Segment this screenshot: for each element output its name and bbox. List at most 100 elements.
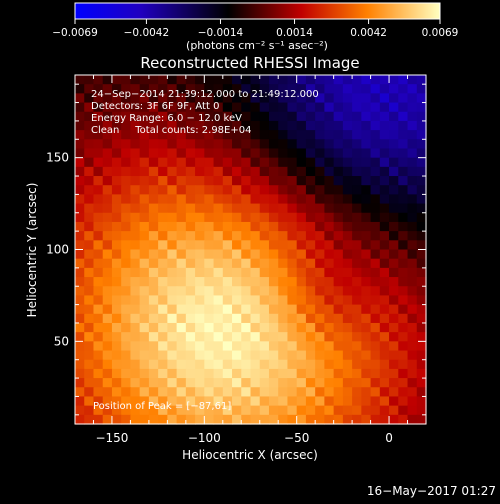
heatmap-cell (407, 203, 418, 214)
heatmap-cell (75, 368, 85, 379)
heatmap-cell (167, 221, 178, 232)
heatmap-cell (287, 231, 298, 241)
heatmap-cell (139, 313, 150, 324)
heatmap-cell (148, 166, 159, 177)
heatmap-cell (259, 405, 270, 416)
heatmap-cell (259, 359, 270, 370)
heatmap-cell (75, 111, 85, 122)
heatmap-cell (195, 120, 205, 131)
heatmap-cell (93, 359, 104, 370)
heatmap-cell (305, 295, 316, 306)
heatmap-cell (75, 396, 85, 407)
heatmap-cell (278, 194, 289, 205)
heatmap-cell (222, 203, 233, 214)
heatmap-cell (416, 258, 427, 269)
heatmap-cell (130, 341, 141, 352)
heatmap-cell (352, 387, 362, 398)
heatmap-cell (315, 405, 325, 416)
heatmap-cell (333, 267, 344, 278)
heatmap-cell (102, 313, 113, 324)
heatmap-cell (139, 240, 150, 251)
heatmap-cell (84, 350, 95, 361)
heatmap-cell (352, 166, 362, 177)
heatmap-cell (287, 75, 298, 85)
heatmap-cell (370, 203, 381, 214)
heatmap-cell (324, 75, 335, 85)
heatmap-cell (268, 341, 279, 352)
heatmap-cell (195, 148, 205, 159)
heatmap-cell (222, 93, 233, 104)
heatmap-cell (148, 350, 159, 361)
heatmap-cell (416, 249, 427, 260)
heatmap-cell (130, 75, 141, 85)
heatmap-cell (250, 249, 261, 260)
heatmap-cell (296, 166, 307, 177)
heatmap-cell (361, 341, 372, 352)
heatmap-cell (333, 157, 344, 168)
heatmap-cell (111, 93, 122, 104)
heatmap-cell (111, 194, 122, 205)
heatmap-cell (315, 350, 325, 361)
heatmap-cell (296, 240, 307, 251)
heatmap-cell (241, 267, 252, 278)
heatmap-cell (250, 313, 261, 324)
heatmap-cell (305, 185, 316, 195)
heatmap-cell (389, 212, 399, 223)
heatmap-cell (287, 166, 298, 177)
heatmap-cell (259, 332, 270, 342)
heatmap-cell (139, 304, 150, 315)
heatmap-cell (195, 258, 205, 269)
heatmap-cell (342, 75, 353, 85)
heatmap-cell (139, 249, 150, 260)
heatmap-cell (379, 359, 390, 370)
colorbar-tick-label: −0.0042 (124, 27, 170, 39)
heatmap-cell (379, 322, 390, 333)
heatmap-cell (84, 139, 95, 150)
heatmap-cell (416, 396, 427, 407)
heatmap-cell (185, 231, 196, 241)
heatmap-cell (130, 332, 141, 342)
heatmap-cell (185, 341, 196, 352)
heatmap-cell (148, 396, 159, 407)
heatmap-cell (204, 414, 215, 425)
heatmap-cell (278, 221, 289, 232)
heatmap-cell (84, 221, 95, 232)
heatmap-cell (361, 194, 372, 205)
heatmap-cell (121, 277, 132, 287)
heatmap-cell (222, 176, 233, 186)
heatmap-cell (148, 295, 159, 306)
heatmap-cell (333, 212, 344, 223)
heatmap-cell (167, 120, 178, 131)
annotation-energy: Energy Range: 6.0 − 12.0 keV (91, 113, 242, 124)
heatmap-cell (130, 240, 141, 251)
heatmap-cell (315, 240, 325, 251)
heatmap-cell (259, 139, 270, 150)
heatmap-cell (352, 84, 362, 94)
heatmap-cell (389, 313, 399, 324)
heatmap-cell (195, 102, 205, 113)
heatmap-cell (361, 120, 372, 131)
heatmap-cell (407, 322, 418, 333)
heatmap-cell (342, 267, 353, 278)
heatmap-cell (333, 102, 344, 113)
heatmap-cell (324, 341, 335, 352)
heatmap-cell (268, 148, 279, 159)
heatmap-cell (361, 139, 372, 150)
heatmap-cell (232, 396, 242, 407)
heatmap-cell (102, 75, 113, 85)
heatmap-cell (75, 341, 85, 352)
heatmap-cell (185, 221, 196, 232)
heatmap-cell (398, 304, 409, 315)
heatmap-cell (139, 148, 150, 159)
heatmap-cell (232, 231, 242, 241)
heatmap-cell (176, 84, 187, 94)
heatmap-cell (389, 111, 399, 122)
heatmap-cell (305, 277, 316, 287)
heatmap-cell (232, 240, 242, 251)
heatmap-cell (352, 157, 362, 168)
heatmap-cell (407, 405, 418, 416)
heatmap-cell (232, 387, 242, 398)
heatmap-cell (278, 139, 289, 150)
heatmap-cell (121, 176, 132, 186)
heatmap-cell (324, 185, 335, 195)
